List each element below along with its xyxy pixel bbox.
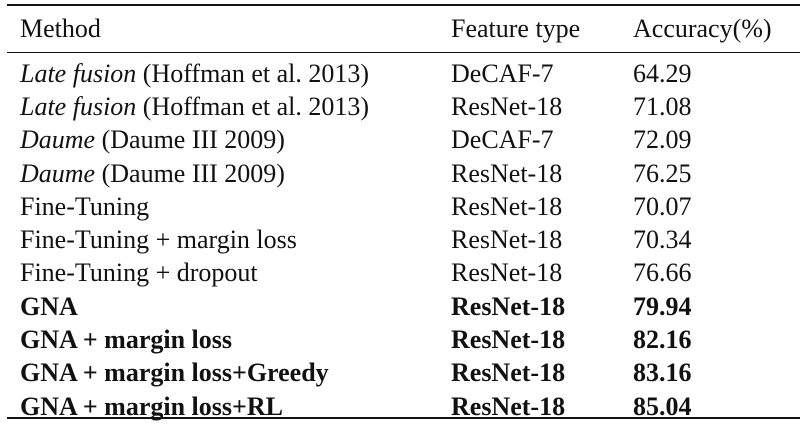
header-row: Method Feature type Accuracy(%) bbox=[0, 6, 808, 52]
table-row: GNA + margin loss+RL ResNet-18 85.04 bbox=[0, 390, 808, 423]
cell-accuracy: 71.08 bbox=[633, 91, 692, 121]
cell-method: Fine-Tuning bbox=[0, 190, 451, 223]
bottom-rule bbox=[7, 417, 800, 419]
cell-accuracy: 64.29 bbox=[633, 58, 692, 88]
cell-accuracy: 79.94 bbox=[633, 291, 692, 321]
method-name-italic: Daume bbox=[20, 158, 96, 188]
cell-method: Late fusion (Hoffman et al. 2013) bbox=[0, 52, 451, 90]
table-body: Late fusion (Hoffman et al. 2013) DeCAF-7… bbox=[0, 52, 808, 423]
cell-feature-type: ResNet-18 bbox=[451, 258, 563, 288]
table-row: GNA ResNet-18 79.94 bbox=[0, 290, 808, 323]
cell-accuracy: 76.66 bbox=[633, 258, 692, 288]
method-text: GNA bbox=[20, 291, 78, 321]
cell-accuracy: 76.25 bbox=[633, 158, 692, 188]
cell-accuracy: 70.34 bbox=[633, 225, 692, 255]
cell-accuracy: 82.16 bbox=[633, 325, 692, 355]
cell-feature-type: ResNet-18 bbox=[451, 191, 563, 221]
table-row: Late fusion (Hoffman et al. 2013) DeCAF-7… bbox=[0, 52, 808, 90]
table-header: Method Feature type Accuracy(%) bbox=[0, 6, 808, 52]
results-table: Method Feature type Accuracy(%) Late fus… bbox=[0, 6, 808, 423]
table-row: Fine-Tuning + margin loss ResNet-18 70.34 bbox=[0, 223, 808, 256]
header-method: Method bbox=[20, 14, 101, 43]
cell-accuracy: 83.16 bbox=[633, 358, 692, 388]
method-name-italic: Daume bbox=[20, 125, 96, 155]
cell-feature-type: ResNet-18 bbox=[451, 291, 566, 321]
table-row: Late fusion (Hoffman et al. 2013) ResNet-… bbox=[0, 90, 808, 123]
table-row: Fine-Tuning + dropout ResNet-18 76.66 bbox=[0, 257, 808, 290]
table-row: GNA + margin loss+Greedy ResNet-18 83.16 bbox=[0, 357, 808, 390]
cell-feature-type: ResNet-18 bbox=[451, 158, 563, 188]
method-text: GNA + margin loss bbox=[20, 325, 232, 355]
cell-feature-type: ResNet-18 bbox=[451, 358, 566, 388]
method-text: (Hoffman et al. 2013) bbox=[136, 91, 370, 121]
method-name-italic: Late fusion bbox=[20, 91, 137, 121]
header-feature-type: Feature type bbox=[451, 14, 581, 43]
method-text: Fine-Tuning bbox=[20, 191, 150, 221]
method-text: Fine-Tuning + margin loss bbox=[20, 225, 297, 255]
cell-accuracy: 72.09 bbox=[633, 125, 692, 155]
cell-method: GNA + margin loss+RL bbox=[0, 390, 451, 423]
cell-feature-type: ResNet-18 bbox=[451, 91, 563, 121]
top-rule bbox=[7, 4, 800, 6]
cell-accuracy: 70.07 bbox=[633, 191, 692, 221]
table-row: GNA + margin loss ResNet-18 82.16 bbox=[0, 323, 808, 356]
method-text: (Hoffman et al. 2013) bbox=[136, 58, 370, 88]
cell-feature-type: DeCAF-7 bbox=[451, 58, 554, 88]
cell-feature-type: ResNet-18 bbox=[451, 391, 566, 421]
cell-method: Daume (Daume III 2009) bbox=[0, 124, 451, 157]
cell-feature-type: DeCAF-7 bbox=[451, 125, 554, 155]
cell-accuracy: 85.04 bbox=[633, 391, 692, 421]
table-row: Fine-Tuning ResNet-18 70.07 bbox=[0, 190, 808, 223]
cell-method: GNA + margin loss bbox=[0, 323, 451, 356]
cell-method: Fine-Tuning + dropout bbox=[0, 257, 451, 290]
header-rule bbox=[7, 52, 800, 53]
cell-feature-type: ResNet-18 bbox=[451, 225, 563, 255]
cell-feature-type: ResNet-18 bbox=[451, 325, 566, 355]
method-text: GNA + margin loss+RL bbox=[20, 391, 283, 421]
method-text: (Daume III 2009) bbox=[95, 125, 285, 155]
method-text: (Daume III 2009) bbox=[95, 158, 285, 188]
header-accuracy: Accuracy(%) bbox=[633, 14, 772, 43]
table-row: Daume (Daume III 2009) ResNet-18 76.25 bbox=[0, 157, 808, 190]
cell-method: Fine-Tuning + margin loss bbox=[0, 223, 451, 256]
table-row: Daume (Daume III 2009) DeCAF-7 72.09 bbox=[0, 124, 808, 157]
cell-method: GNA + margin loss+Greedy bbox=[0, 357, 451, 390]
cell-method: Daume (Daume III 2009) bbox=[0, 157, 451, 190]
method-name-italic: Late fusion bbox=[20, 58, 137, 88]
cell-method: GNA bbox=[0, 290, 451, 323]
method-text: GNA + margin loss+Greedy bbox=[20, 358, 329, 388]
method-text: Fine-Tuning + dropout bbox=[20, 258, 258, 288]
cell-method: Late fusion (Hoffman et al. 2013) bbox=[0, 90, 451, 123]
